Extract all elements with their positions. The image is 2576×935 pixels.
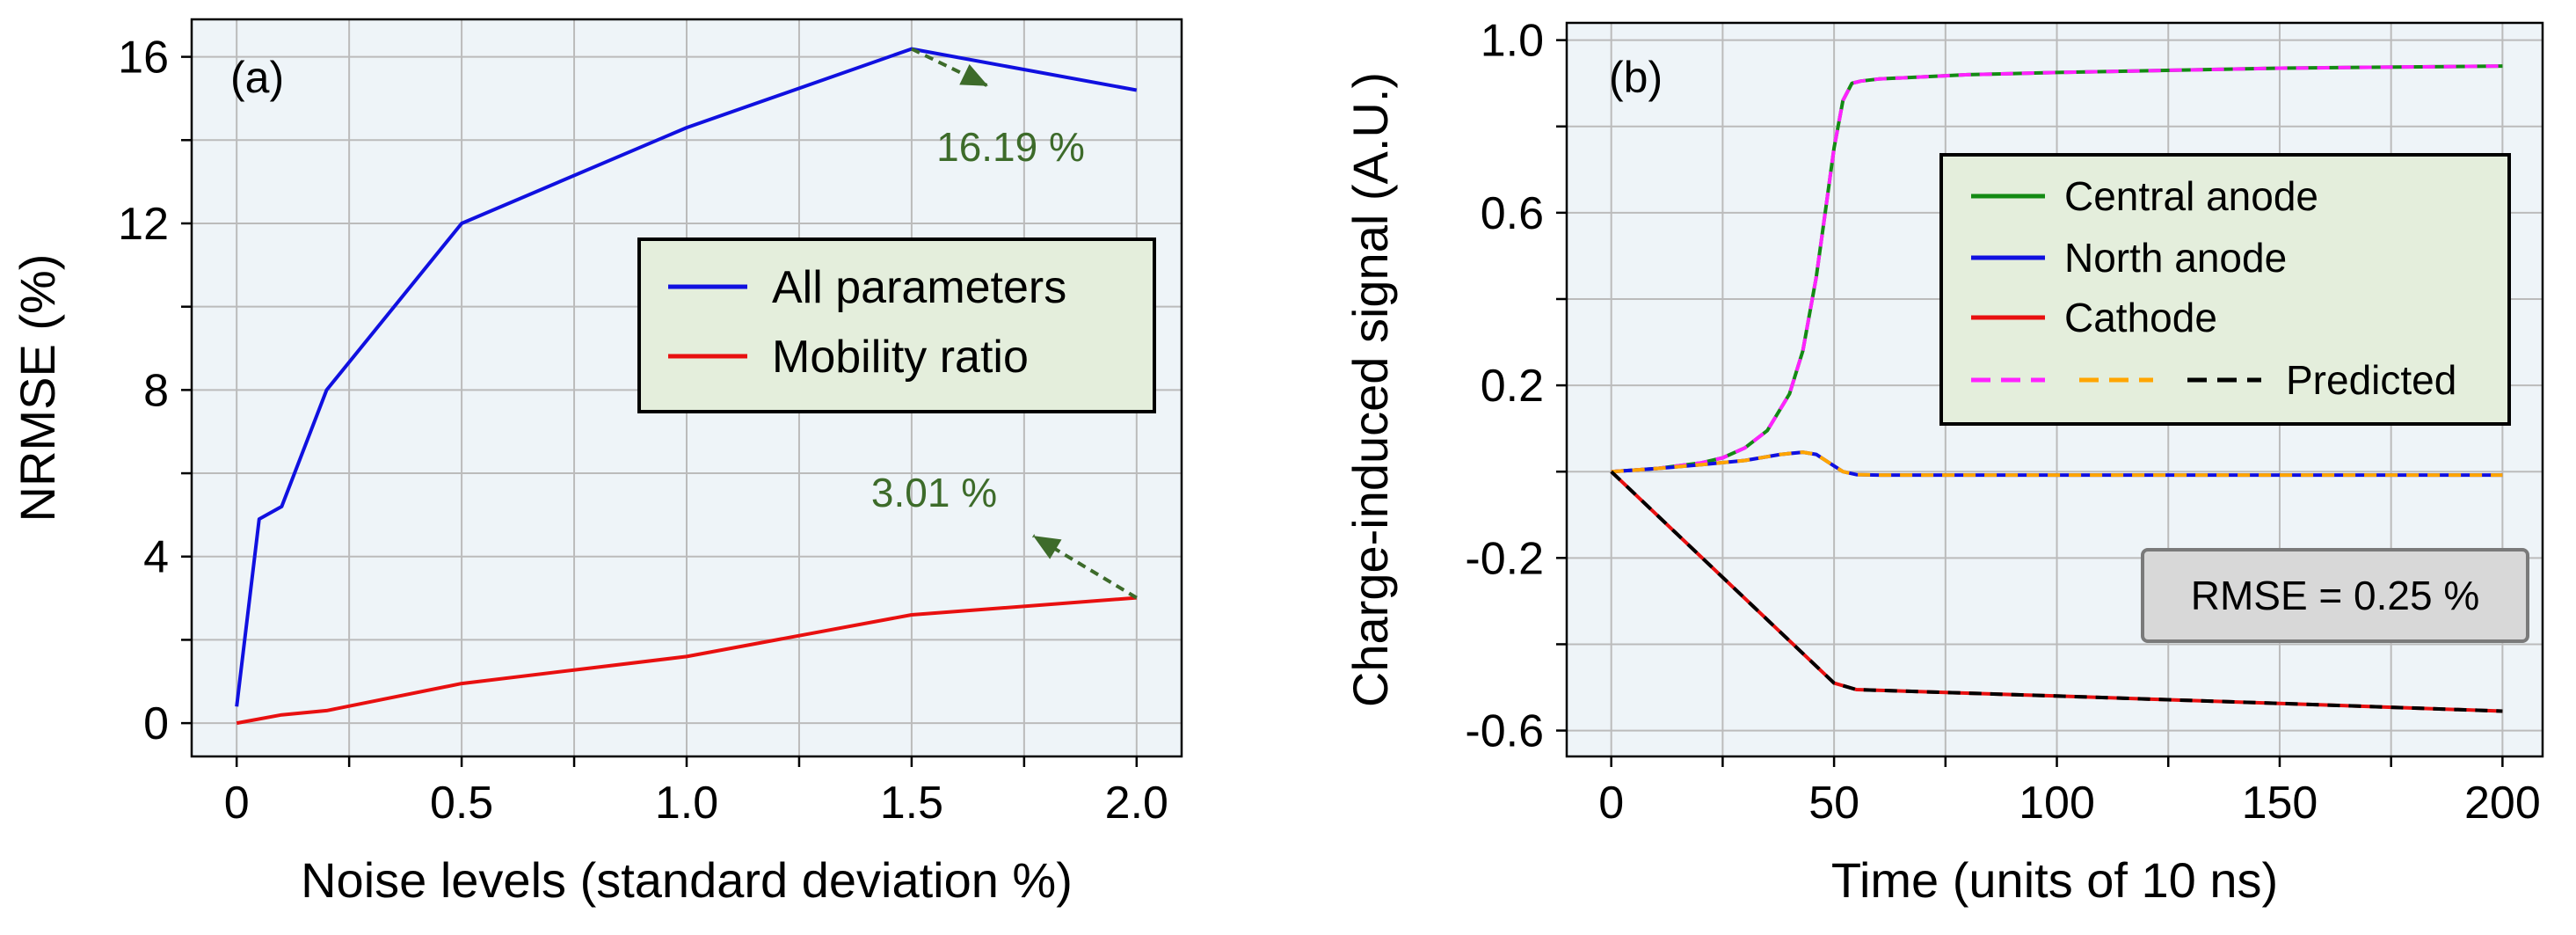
legend-label-mobility-ratio: Mobility ratio <box>772 332 1029 383</box>
ticks-a: 0 0.5 1.0 1.5 2.0 0 4 8 12 16 <box>118 33 1168 829</box>
annotation-label-0: 16.19 % <box>936 124 1085 170</box>
y-tick-label-12: 12 <box>118 199 169 250</box>
y-tick-label-0: 0 <box>143 698 169 749</box>
annotation-arrow-line-1 <box>1032 534 1138 600</box>
y-tick-label-0p6: 0.6 <box>1481 188 1544 239</box>
x-axis-title-b: Time (units of 10 ns) <box>1831 852 2278 908</box>
x-axis-title-a: Noise levels (standard deviation %) <box>301 852 1073 908</box>
rmse-text: RMSE = 0.25 % <box>2191 573 2480 618</box>
legend-label-central-anode: Central anode <box>2064 173 2318 219</box>
legend-label-all-parameters: All parameters <box>772 262 1066 313</box>
y-tick-label-4: 4 <box>143 532 169 583</box>
plot-frame-a <box>190 18 1183 758</box>
panel-label-a: (a) <box>230 53 284 102</box>
x-tick-label-100: 100 <box>2019 778 2095 829</box>
series-lines-b <box>1610 64 2503 713</box>
annotations-a: 16.19 % 3.01 % <box>871 47 1138 600</box>
y-tick-label-8: 8 <box>143 365 169 416</box>
panel-a: 0 0.5 1.0 1.5 2.0 0 4 8 12 16 16.19 % 3.01 % (a) A… <box>10 18 1183 908</box>
x-tick-label-0: 0 <box>1598 778 1624 829</box>
x-tick-label-0p5: 0.5 <box>430 778 493 829</box>
ticks-b: 0 50 100 150 200 1.0 0.6 0.2 -0.2 -0.6 <box>1465 16 2540 829</box>
legend-label-north-anode: North anode <box>2064 235 2287 281</box>
annotation-arrowhead-0 <box>959 63 988 86</box>
annotation-label-1: 3.01 % <box>871 470 997 515</box>
x-tick-label-0: 0 <box>224 778 250 829</box>
annotation-arrowhead-1 <box>1033 536 1062 559</box>
x-tick-label-1: 1.0 <box>655 778 718 829</box>
y-axis-title-a: NRMSE (%) <box>10 254 65 522</box>
y-tick-label-0p2: 0.2 <box>1481 361 1544 412</box>
grid-a <box>192 19 1182 756</box>
predicted-line-central-anode <box>1611 64 2503 474</box>
x-tick-label-2: 2.0 <box>1105 778 1168 829</box>
series-line-mobility-ratio <box>236 595 1137 726</box>
y-tick-label--0p6: -0.6 <box>1465 706 1544 757</box>
x-tick-label-1p5: 1.5 <box>880 778 943 829</box>
series-line-all-parameters <box>235 47 1138 707</box>
y-tick-label-1: 1.0 <box>1481 16 1544 67</box>
series-lines-a <box>235 47 1138 726</box>
legend-a: All parameters Mobility ratio <box>637 237 1156 413</box>
rmse-box: RMSE = 0.25 % <box>2141 548 2529 643</box>
predicted-line-north-anode <box>1611 450 2503 478</box>
rmse-box-bg <box>2141 548 2529 643</box>
legend-label-cathode: Cathode <box>2064 295 2217 340</box>
legend-box-a <box>637 237 1156 413</box>
y-tick-label--0p2: -0.2 <box>1465 533 1544 584</box>
predicted-line-cathode <box>1610 470 2503 713</box>
x-tick-label-200: 200 <box>2464 778 2541 829</box>
x-tick-label-150: 150 <box>2242 778 2318 829</box>
legend-label-predicted: Predicted <box>2286 357 2456 403</box>
panel-b: 0 50 100 150 200 1.0 0.6 0.2 -0.2 -0.6 (b) Centra… <box>1343 16 2544 908</box>
legend-b: Central anode North anode Cathode Predic… <box>1939 153 2511 426</box>
x-tick-label-50: 50 <box>1808 778 1859 829</box>
y-axis-title-b: Charge-induced signal (A.U.) <box>1343 72 1398 707</box>
y-tick-label-16: 16 <box>118 33 169 84</box>
panel-label-b: (b) <box>1609 53 1663 102</box>
plot-frame-b <box>1565 21 2544 758</box>
